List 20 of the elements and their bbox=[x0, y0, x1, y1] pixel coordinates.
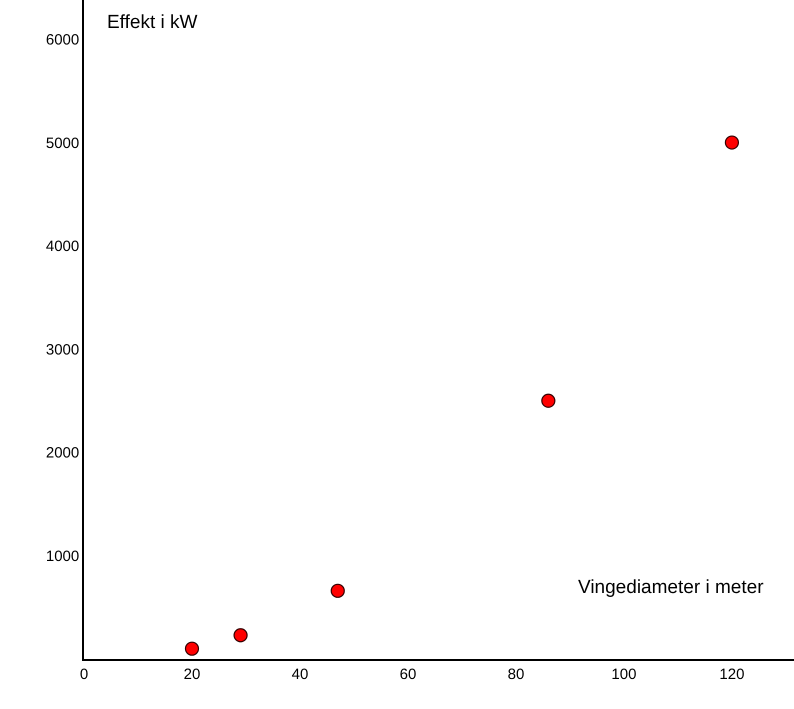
x-tick-label: 100 bbox=[611, 666, 636, 683]
point bbox=[541, 394, 556, 408]
y-tick-label: 3000 bbox=[46, 341, 80, 358]
point bbox=[184, 642, 200, 656]
x-tick-label: 20 bbox=[184, 666, 200, 683]
y-tick-label: 4000 bbox=[46, 238, 80, 256]
point bbox=[724, 135, 740, 150]
y-axis-title: Effekt i kW bbox=[107, 12, 198, 33]
point bbox=[330, 584, 345, 598]
x-tick-label: 80 bbox=[508, 666, 524, 683]
x-tick-label: 40 bbox=[292, 666, 308, 683]
x-tick-label: 60 bbox=[400, 666, 416, 683]
x-tick-label: 0 bbox=[80, 666, 88, 683]
y-tick-label: 6000 bbox=[46, 32, 80, 48]
y-tick-label: 5000 bbox=[46, 134, 80, 152]
y-tick-label: 2000 bbox=[46, 444, 80, 462]
x-tick-label: 120 bbox=[719, 666, 744, 683]
x-axis-title: Vingediameter i meter bbox=[578, 577, 764, 598]
y-tick-label: 1000 bbox=[46, 548, 80, 565]
point bbox=[233, 628, 248, 642]
